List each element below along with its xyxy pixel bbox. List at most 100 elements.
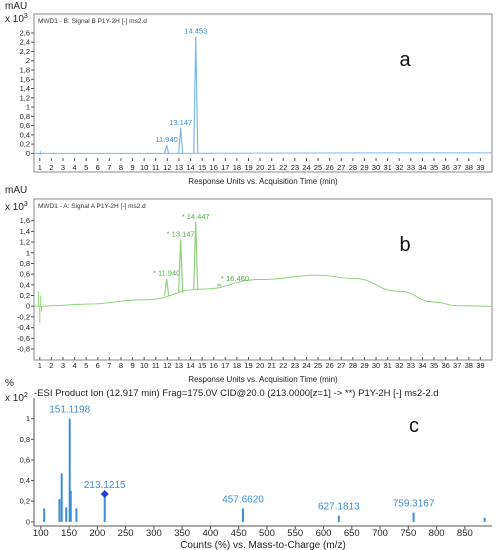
y-tick-label: -0,6 — [17, 334, 30, 343]
y-multiplier: x 103 — [5, 201, 28, 213]
x-tick-label: 14 — [186, 361, 194, 370]
x-tick-label: 7 — [107, 163, 111, 172]
x-tick-label: 32 — [395, 361, 403, 370]
y-tick-label: 0 — [26, 149, 30, 158]
x-tick-label: 700 — [372, 528, 388, 539]
x-tick-label: 22 — [279, 163, 287, 172]
x-tick-label: 13 — [175, 361, 183, 370]
peak — [164, 144, 170, 154]
x-tick-label: 35 — [430, 361, 438, 370]
x-tick-label: 32 — [395, 163, 403, 172]
y-multiplier-exp: 3 — [24, 13, 28, 20]
x-tick-label: 28 — [349, 361, 357, 370]
spectrum-bar — [412, 512, 415, 522]
x-tick-label: 17 — [221, 163, 229, 172]
x-tick-label: 450 — [231, 528, 247, 539]
y-tick-label: 1 — [26, 103, 30, 112]
x-tick-label: 34 — [418, 163, 426, 172]
x-tick-label: 600 — [316, 528, 332, 539]
spectrum-bar — [68, 418, 71, 522]
peak-label: * 16.460 — [221, 274, 249, 283]
y-tick-label: 0,2 — [20, 291, 30, 300]
y-tick-label: 1,6 — [20, 216, 30, 225]
x-tick-label: 400 — [202, 528, 218, 539]
x-tick-label: 8 — [119, 361, 123, 370]
y-tick-label: 2,2 — [20, 47, 30, 56]
x-tick-label: 18 — [233, 163, 241, 172]
x-tick-label: 11 — [152, 163, 160, 172]
peak — [178, 127, 184, 154]
panel-letter: a — [399, 49, 411, 71]
x-tick-label: 300 — [146, 528, 162, 539]
x-tick-label: 15 — [198, 163, 206, 172]
x-tick-label: 37 — [453, 361, 461, 370]
y-multiplier: x 102 — [5, 392, 28, 404]
x-tick-label: 30 — [372, 361, 380, 370]
baseline-trace — [34, 150, 492, 156]
x-tick-label: 11 — [152, 361, 160, 370]
y-tick-label: 1,4 — [20, 84, 30, 93]
x-tick-label: 850 — [457, 528, 473, 539]
x-tick-label: 25 — [314, 361, 322, 370]
y-tick-label: 0 — [26, 517, 30, 526]
y-multiplier-base: x 10 — [5, 14, 24, 25]
x-tick-label: 10 — [140, 361, 148, 370]
peak-label: 11.940 — [155, 135, 177, 144]
x-tick-label: 23 — [291, 163, 299, 172]
x-tick-label: 16 — [210, 163, 218, 172]
x-tick-label: 26 — [325, 361, 333, 370]
x-tick-label: 23 — [291, 361, 299, 370]
x-tick-label: 350 — [174, 528, 190, 539]
y-tick-label: -0,4 — [17, 323, 30, 332]
x-tick-label: 21 — [268, 361, 276, 370]
x-tick-label: 28 — [349, 163, 357, 172]
x-tick-label: 27 — [337, 361, 345, 370]
x-tick-label: 500 — [259, 528, 275, 539]
spectrum-bar — [483, 517, 486, 522]
x-tick-label: 2 — [49, 163, 53, 172]
x-tick-label: 6 — [96, 361, 100, 370]
y-tick-label: 0,4 — [20, 280, 30, 289]
peak-label: 14.453 — [184, 27, 207, 36]
x-tick-label: 17 — [221, 361, 229, 370]
x-axis-label: Counts (%) vs. Mass-to-Charge (m/z) — [180, 540, 346, 550]
x-tick-label: 38 — [465, 361, 473, 370]
y-tick-label: 1,6 — [20, 75, 30, 84]
y-tick-label: 1 — [26, 414, 30, 423]
panel-letter: c — [409, 415, 419, 437]
peak — [164, 278, 170, 296]
peak — [193, 36, 199, 154]
x-tick-label: 800 — [429, 528, 445, 539]
x-tick-label: 9 — [130, 163, 134, 172]
chart-title: MWD1 - B: Signal B P1Y-2H [-] ms2.d — [38, 18, 147, 25]
peak — [193, 221, 199, 291]
x-tick-label: 36 — [441, 361, 449, 370]
x-tick-label: 30 — [372, 163, 380, 172]
x-tick-label: 21 — [268, 163, 276, 172]
precursor-marker — [100, 490, 109, 498]
y-tick-label: 2,4 — [20, 38, 30, 47]
y-tick-label: 0,6 — [20, 455, 30, 464]
y-multiplier-base: x 10 — [5, 202, 24, 213]
peak-label: * 14.447 — [182, 212, 210, 221]
x-tick-label: 1 — [38, 163, 42, 172]
spectrum-bar — [43, 508, 46, 522]
x-tick-label: 7 — [107, 361, 111, 370]
x-tick-label: 5 — [84, 361, 88, 370]
x-tick-label: 38 — [465, 163, 473, 172]
x-tick-label: 27 — [337, 163, 345, 172]
x-tick-label: 19 — [244, 163, 252, 172]
y-tick-label: 0,6 — [20, 121, 30, 130]
peak-label: * 13.147 — [167, 230, 195, 239]
y-tick-label: 1,2 — [20, 238, 30, 247]
peak-label: 627.1813 — [318, 502, 360, 513]
x-tick-label: 29 — [360, 163, 368, 172]
y-multiplier-exp: 3 — [24, 201, 28, 208]
x-tick-label: 16 — [210, 361, 218, 370]
y-tick-label: 0,8 — [20, 112, 30, 121]
peak-label: * 11.940 — [153, 269, 180, 278]
y-tick-label: 0,4 — [20, 130, 30, 139]
y-tick-label: 0,2 — [20, 140, 30, 149]
x-tick-label: 24 — [302, 163, 310, 172]
